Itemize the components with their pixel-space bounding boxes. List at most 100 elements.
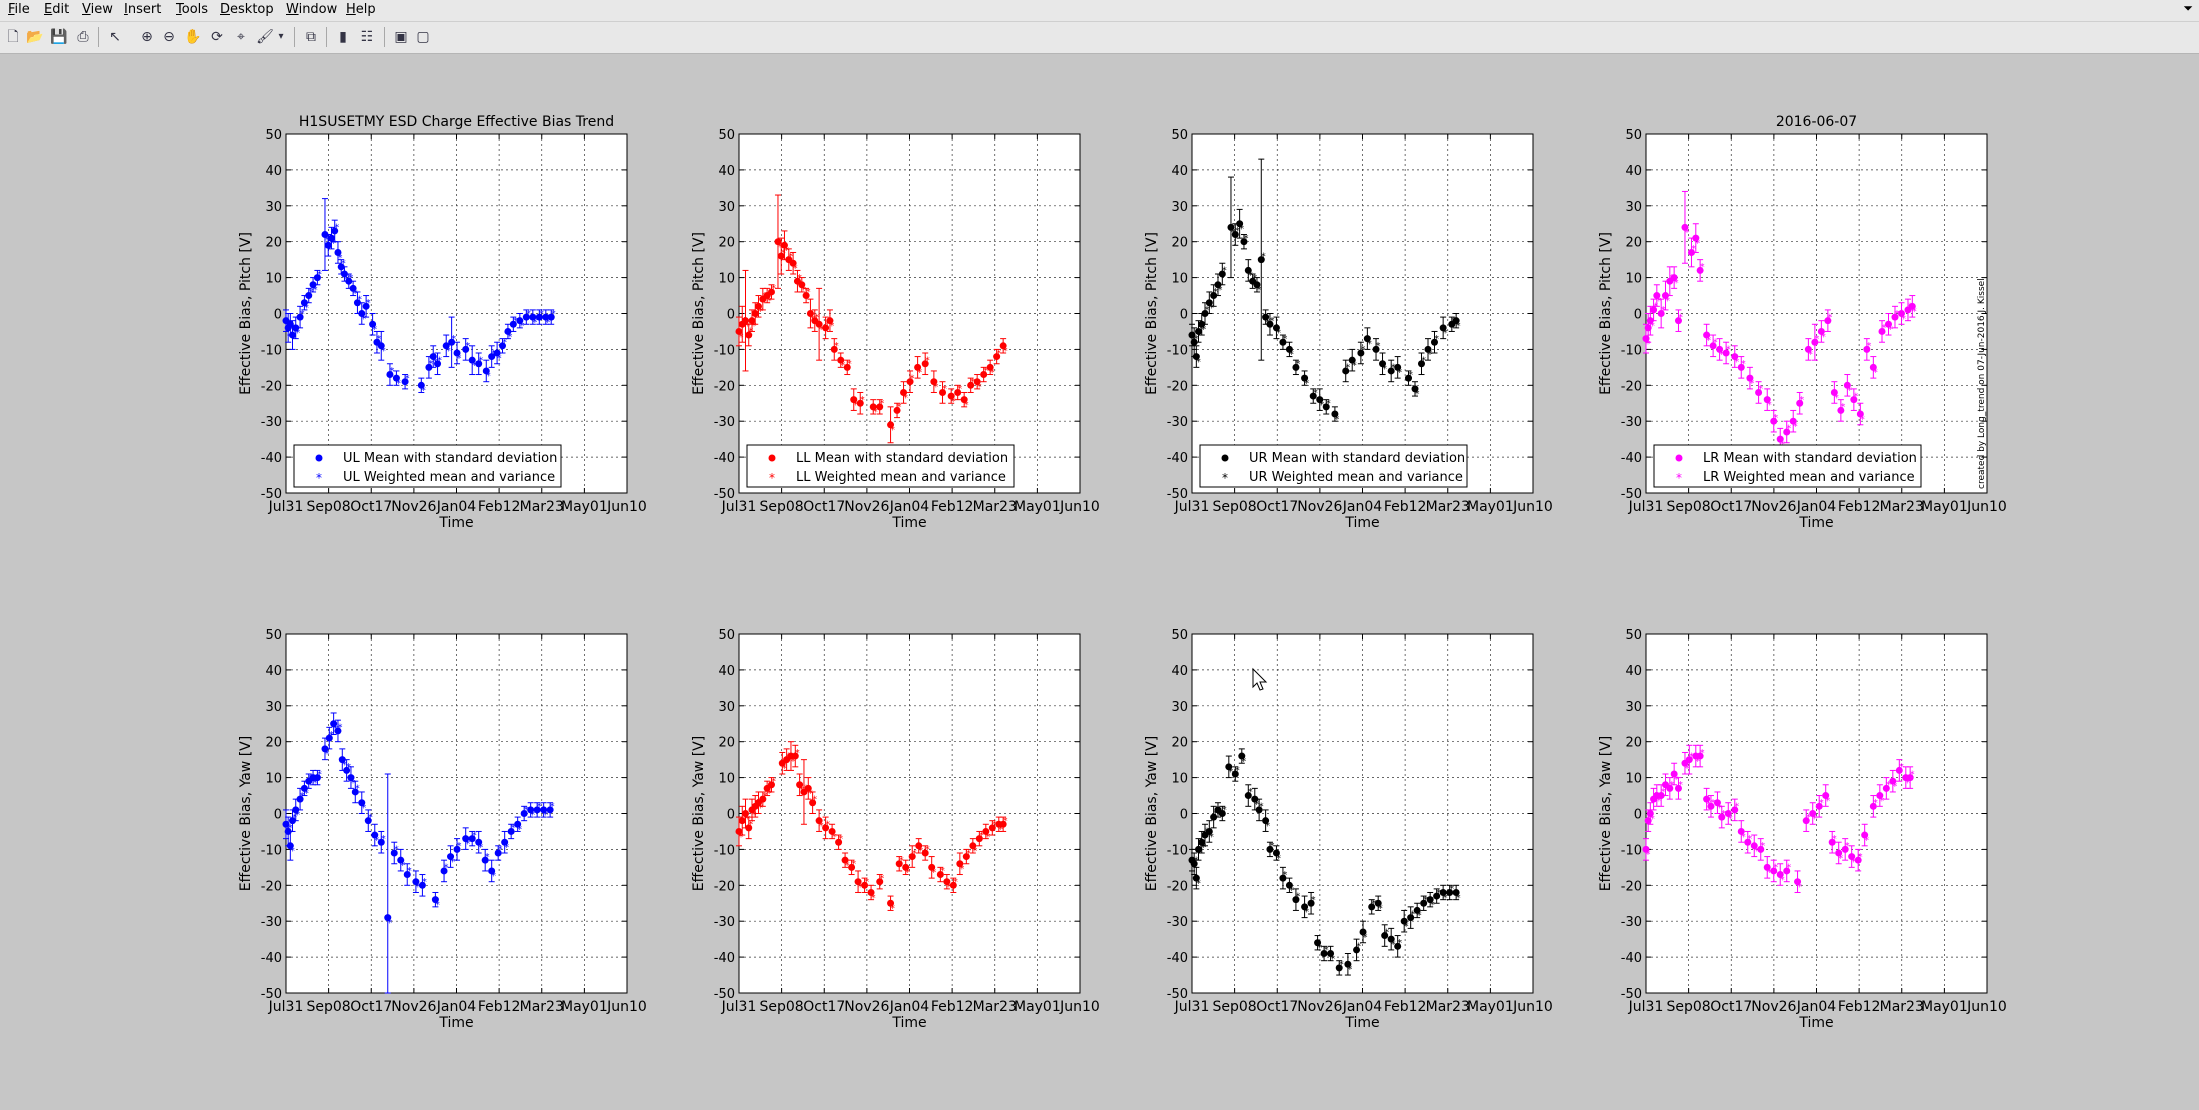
y-tick-label: 0 (1180, 308, 1188, 323)
legend[interactable]: * LL Mean with standard deviation LL Weigh… (746, 444, 1015, 488)
subplot-ur-pitch[interactable]: Jul31 Sep08 Oct17 Nov26 Jan04 Feb12 Mar23May01… (1144, 128, 1553, 531)
menu-insert[interactable]: Insert (124, 2, 162, 17)
save-figure-button[interactable]: 💾 (50, 28, 68, 46)
hide-plot-tools-button[interactable]: ▣ (392, 28, 410, 46)
x-tick-label: Oct17 (1710, 999, 1752, 1015)
weighted-mean-marker: * (329, 730, 334, 741)
zoom-in-button[interactable]: ⊕ (138, 28, 156, 46)
weighted-mean-marker: * (755, 305, 760, 316)
new-figure-button[interactable]: 🗋 (4, 28, 22, 46)
menu-help[interactable]: Help (346, 2, 376, 17)
brush-dropdown-button[interactable]: ▾ (276, 28, 286, 46)
legend-marker-weighted: * (1222, 471, 1228, 485)
weighted-mean-marker: * (933, 382, 938, 393)
weighted-mean-marker: * (953, 877, 958, 888)
x-tick-label: Jun10 (1512, 499, 1553, 515)
insert-legend-button[interactable]: ☷ (358, 28, 376, 46)
rotate-3d-button[interactable]: ⟳ (208, 28, 226, 46)
data-point (1405, 374, 1413, 382)
data-point (967, 381, 975, 389)
weighted-mean-marker: * (346, 762, 351, 773)
weighted-mean-marker: * (1656, 296, 1661, 307)
data-point (475, 360, 483, 368)
data-point (353, 299, 361, 307)
print-figure-button[interactable]: ⎙ (74, 28, 92, 46)
legend[interactable]: * UR Mean with standard deviation UR Weigh… (1199, 444, 1468, 488)
data-point (1192, 353, 1200, 361)
data-point (313, 774, 321, 782)
weighted-mean-marker: * (1886, 780, 1891, 791)
menu-view[interactable]: View (82, 2, 113, 17)
insert-colorbar-button[interactable]: ▮ (334, 28, 352, 46)
subplot-ul-pitch[interactable]: Jul31 Sep08 Oct17 Nov26 Jan04 Feb12 Mar23May01… (238, 128, 647, 531)
weighted-mean-marker: * (451, 334, 456, 345)
data-point (1218, 810, 1226, 817)
zoom-out-button[interactable]: ⊖ (160, 28, 178, 46)
data-point (1763, 863, 1771, 871)
menu-window[interactable]: Window (286, 2, 338, 17)
weighted-mean-marker: * (457, 353, 462, 364)
weighted-mean-marker: * (1827, 312, 1832, 323)
data-point (1650, 306, 1658, 314)
data-point (507, 827, 515, 835)
y-tick-label: -40 (714, 951, 735, 966)
weighted-mean-marker: * (917, 368, 922, 379)
x-tick-label: Sep08 (1667, 499, 1711, 515)
brush-button[interactable]: 🖌 (256, 28, 274, 46)
pan-button[interactable]: ✋ (184, 28, 202, 46)
data-point (999, 342, 1007, 350)
subplot-ul-yaw[interactable]: Jul31 Sep08 Oct17 Nov26 Jan04 Feb12 Mar23May01… (238, 628, 647, 1031)
menu-edit[interactable]: Edit (44, 2, 70, 17)
data-point (1809, 810, 1817, 817)
data-point (462, 835, 470, 843)
subplot-ll-yaw[interactable]: Jul31 Sep08 Oct17 Nov26 Jan04 Feb12 Mar23May01… (691, 628, 1100, 1031)
subplot-lr-yaw[interactable]: Jul31 Sep08 Oct17 Nov26 Jan04 Feb12 Mar23May01… (1598, 628, 2007, 1031)
legend[interactable]: * LR Mean with standard deviation LR Weigh… (1653, 444, 1922, 488)
data-point (1255, 806, 1263, 814)
data-point (547, 313, 555, 321)
weighted-mean-marker: * (300, 309, 305, 320)
data-point (1674, 317, 1682, 325)
data-point (735, 327, 743, 335)
menu-tools[interactable]: Tools (176, 2, 209, 17)
toolbar-separator (326, 27, 327, 47)
data-point (1348, 356, 1356, 364)
x-tick-label: Jun10 (1966, 999, 2007, 1015)
toolbar-separator (294, 27, 295, 47)
weighted-mean-marker: * (1334, 414, 1339, 425)
subplot-ll-pitch[interactable]: Jul31 Sep08 Oct17 Nov26 Jan04 Feb12 Mar23May01… (691, 128, 1100, 531)
y-tick-label: 30 (1171, 200, 1188, 215)
weighted-mean-marker: * (890, 904, 895, 915)
y-tick-label: -40 (1621, 451, 1642, 466)
data-point (1703, 331, 1711, 339)
data-point (453, 349, 461, 357)
subplot-ur-yaw[interactable]: Jul31 Sep08 Oct17 Nov26 Jan04 Feb12 Mar23May01… (1144, 628, 1553, 1031)
data-cursor-button[interactable]: ⌖ (232, 28, 250, 46)
data-point (1709, 342, 1717, 350)
link-plot-button[interactable]: ⧉ (302, 28, 320, 46)
weighted-mean-marker: * (524, 805, 529, 816)
data-point (930, 378, 938, 386)
show-plot-tools-button[interactable]: ▢ (414, 28, 432, 46)
open-file-button[interactable]: 📂 (26, 28, 44, 46)
arrow-pointer-icon: ↖ (109, 29, 121, 45)
data-point (397, 856, 405, 864)
data-point (767, 288, 775, 296)
menu-file[interactable]: File (8, 2, 30, 17)
data-point (1335, 964, 1343, 972)
zoom-out-icon: ⊖ (163, 29, 175, 45)
window-undock-icon[interactable]: ⏷ (2183, 1, 2193, 15)
data-point (331, 227, 339, 235)
menu-desktop[interactable]: Desktop (220, 2, 274, 17)
weighted-mean-marker: * (400, 860, 405, 871)
legend[interactable]: * UL Mean with standard deviation UL Weigh… (293, 444, 562, 488)
data-point (1231, 231, 1239, 239)
edit-plot-button[interactable]: ↖ (106, 28, 124, 46)
data-point (777, 252, 785, 260)
x-axis-label: Time (1344, 515, 1379, 531)
data-point (962, 853, 970, 861)
subplot-lr-pitch[interactable]: Jul31 Sep08 Oct17 Nov26 Jan04 Feb12 Mar23May01… (1598, 128, 2007, 531)
weighted-mean-marker: * (478, 355, 483, 366)
y-tick-label: -20 (714, 379, 735, 394)
